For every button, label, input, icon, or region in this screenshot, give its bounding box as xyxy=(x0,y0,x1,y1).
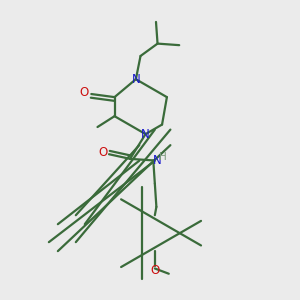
Text: N: N xyxy=(131,73,140,86)
Text: N: N xyxy=(153,154,161,166)
Text: O: O xyxy=(80,86,89,99)
Text: N: N xyxy=(141,128,150,141)
Text: H: H xyxy=(159,152,167,162)
Text: O: O xyxy=(150,264,160,278)
Text: O: O xyxy=(98,146,107,159)
